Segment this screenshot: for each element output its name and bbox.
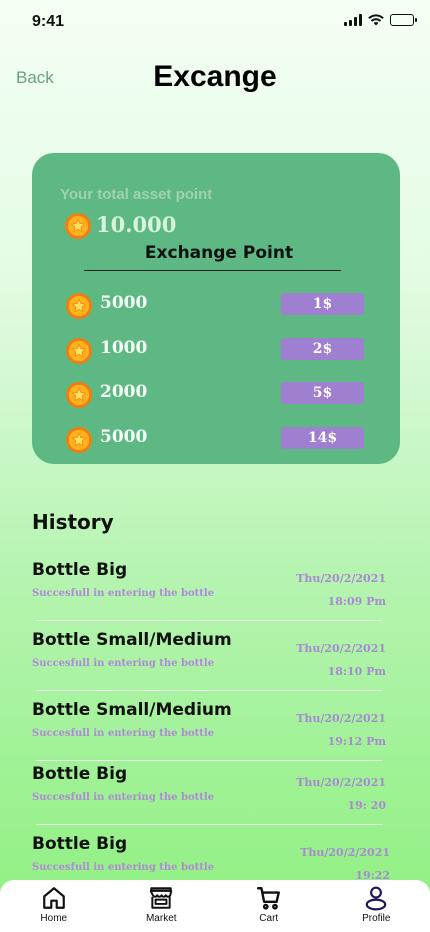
- history-divider: [36, 760, 382, 761]
- history-item[interactable]: Bottle Big Succesfull in entering the bo…: [32, 834, 392, 896]
- total-asset-label: Your total asset point: [60, 186, 213, 203]
- history-item-description: Succesfull in entering the bottle: [32, 862, 215, 873]
- coin-icon: [66, 427, 92, 453]
- history-item-date: Thu/20/2/2021: [300, 846, 390, 859]
- exchange-divider: [84, 270, 341, 271]
- history-item-name: Bottle Small/Medium: [32, 700, 232, 720]
- history-item-name: Bottle Big: [32, 560, 128, 580]
- exchange-option-points: 2000: [100, 382, 148, 402]
- exchange-price-button[interactable]: 14$: [281, 427, 364, 449]
- total-asset-value: 10.000: [96, 212, 177, 237]
- coin-icon: [65, 213, 91, 239]
- history-divider: [36, 620, 382, 621]
- history-item[interactable]: Bottle Big Succesfull in entering the bo…: [32, 560, 392, 622]
- history-title: History: [32, 510, 114, 534]
- history-item-name: Bottle Small/Medium: [32, 630, 232, 650]
- nav-market[interactable]: Market: [108, 880, 216, 932]
- exchange-option-points: 5000: [100, 427, 148, 447]
- nav-cart[interactable]: Cart: [215, 880, 323, 932]
- status-bar: 9:41: [0, 0, 430, 44]
- history-item-description: Succesfull in entering the bottle: [32, 588, 215, 599]
- nav-profile-label: Profile: [362, 913, 391, 924]
- exchange-price-button[interactable]: 1$: [281, 293, 364, 315]
- store-icon: [149, 887, 173, 909]
- history-divider: [36, 690, 382, 691]
- coin-icon: [66, 293, 92, 319]
- exchange-point-title: Exchange Point: [144, 243, 294, 263]
- exchange-option-points: 5000: [100, 293, 148, 313]
- history-item-date: Thu/20/2/2021: [296, 776, 386, 789]
- battery-icon: [390, 14, 417, 26]
- history-item-time: 19:12 Pm: [327, 735, 386, 748]
- history-item-time: 18:09 Pm: [327, 595, 386, 608]
- exchange-price-button[interactable]: 5$: [281, 382, 364, 404]
- coin-icon: [66, 382, 92, 408]
- history-item-name: Bottle Big: [32, 764, 128, 784]
- nav-home-label: Home: [40, 913, 68, 924]
- exchange-option: 5000 14$: [32, 425, 400, 455]
- history-item-date: Thu/20/2/2021: [296, 572, 386, 585]
- history-item-description: Succesfull in entering the bottle: [32, 658, 215, 669]
- exchange-option-points: 1000: [100, 338, 148, 358]
- profile-icon: [365, 886, 387, 911]
- nav-profile[interactable]: Profile: [323, 880, 430, 932]
- history-item-description: Succesfull in entering the bottle: [32, 728, 215, 739]
- exchange-price-button[interactable]: 2$: [281, 338, 364, 360]
- history-item-time: 18:10 Pm: [327, 665, 386, 678]
- signal-icon: [344, 14, 362, 26]
- bottom-nav: Home Market Cart Profile: [0, 880, 430, 932]
- page-title: Excange: [153, 60, 277, 93]
- history-item-name: Bottle Big: [32, 834, 128, 854]
- coin-icon: [66, 338, 92, 364]
- history-item-time: 19:22: [355, 869, 390, 882]
- exchange-option: 2000 5$: [32, 380, 400, 410]
- history-item-date: Thu/20/2/2021: [296, 642, 386, 655]
- history-item-time: 19: 20: [347, 799, 386, 812]
- nav-home[interactable]: Home: [0, 880, 108, 932]
- history-item[interactable]: Bottle Small/Medium Succesfull in enteri…: [32, 630, 392, 692]
- nav-cart-label: Cart: [259, 913, 279, 924]
- history-divider: [36, 824, 382, 825]
- home-icon: [42, 887, 65, 909]
- nav-market-label: Market: [145, 913, 177, 924]
- exchange-option: 5000 1$: [32, 291, 400, 321]
- history-item-date: Thu/20/2/2021: [296, 712, 386, 725]
- status-icons: [344, 14, 417, 26]
- exchange-option: 1000 2$: [32, 336, 400, 366]
- cart-icon: [256, 887, 280, 910]
- back-button[interactable]: Back: [16, 68, 54, 87]
- history-item[interactable]: Bottle Big Succesfull in entering the bo…: [32, 764, 392, 826]
- status-time: 9:41: [32, 13, 65, 30]
- history-item[interactable]: Bottle Small/Medium Succesfull in enteri…: [32, 700, 392, 762]
- history-item-description: Succesfull in entering the bottle: [32, 792, 215, 803]
- asset-card: Your total asset point 10.000 Exchange P…: [32, 153, 400, 464]
- wifi-icon: [368, 14, 384, 26]
